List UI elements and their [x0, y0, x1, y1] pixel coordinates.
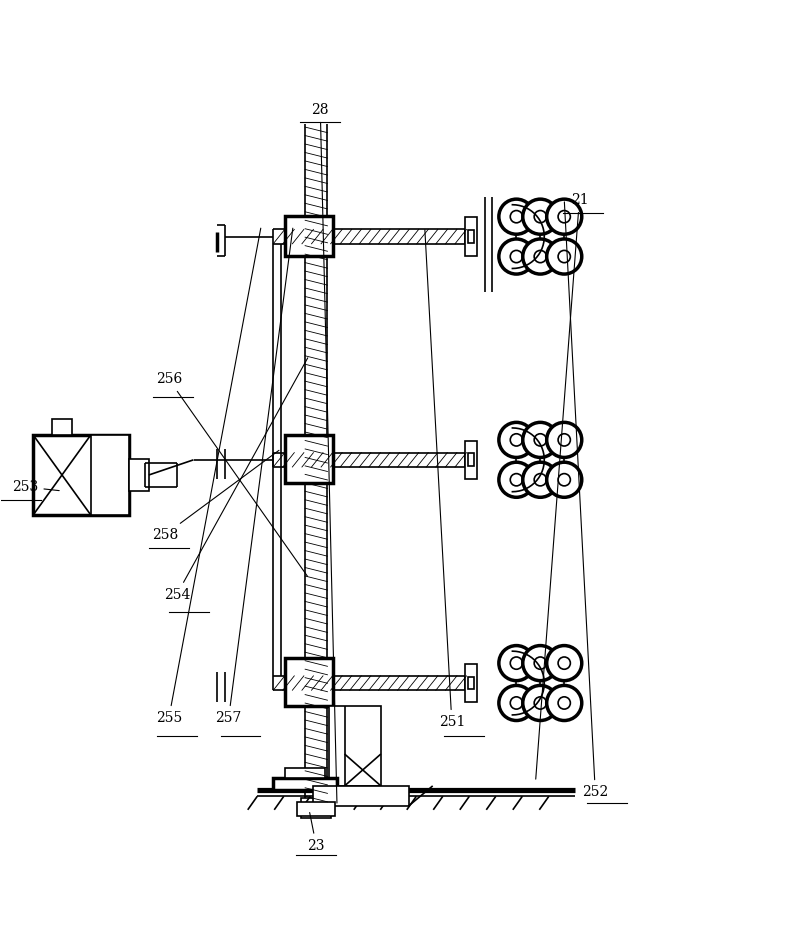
Circle shape: [510, 210, 522, 223]
Circle shape: [534, 697, 546, 709]
Bar: [90, 435, 129, 515]
Circle shape: [546, 686, 582, 720]
Bar: [313, 785, 409, 806]
Circle shape: [558, 433, 570, 446]
Bar: [53, 419, 72, 435]
Circle shape: [522, 199, 558, 234]
Bar: [297, 801, 335, 816]
Bar: [329, 706, 381, 785]
Circle shape: [558, 657, 570, 670]
Circle shape: [510, 433, 522, 446]
Circle shape: [534, 657, 546, 670]
Circle shape: [510, 697, 522, 709]
Text: 252: 252: [564, 202, 609, 800]
Bar: [274, 778, 337, 790]
Bar: [465, 218, 477, 256]
Text: 253: 253: [12, 480, 59, 494]
Bar: [468, 453, 474, 466]
Text: 21: 21: [536, 193, 588, 779]
Circle shape: [499, 686, 534, 720]
Circle shape: [546, 462, 582, 497]
Circle shape: [499, 462, 534, 497]
Text: 256: 256: [156, 373, 307, 576]
Bar: [285, 435, 333, 483]
Bar: [285, 216, 333, 256]
Circle shape: [522, 462, 558, 497]
Circle shape: [499, 422, 534, 458]
Circle shape: [546, 199, 582, 234]
Text: 254: 254: [163, 358, 308, 601]
Circle shape: [558, 250, 570, 262]
Circle shape: [558, 474, 570, 486]
Circle shape: [510, 250, 522, 262]
Bar: [468, 676, 474, 689]
Circle shape: [522, 686, 558, 720]
Circle shape: [534, 210, 546, 223]
Circle shape: [499, 199, 534, 234]
Bar: [301, 798, 331, 818]
Text: 258: 258: [152, 450, 279, 542]
Text: 257: 257: [215, 228, 293, 725]
Circle shape: [522, 239, 558, 274]
Circle shape: [546, 422, 582, 458]
Bar: [34, 435, 129, 515]
Circle shape: [522, 645, 558, 681]
Circle shape: [499, 645, 534, 681]
Text: 251: 251: [425, 230, 465, 729]
Bar: [468, 230, 474, 243]
Text: 28: 28: [311, 103, 337, 803]
Circle shape: [510, 474, 522, 486]
Circle shape: [534, 250, 546, 262]
Bar: [285, 658, 333, 706]
Circle shape: [522, 422, 558, 458]
Circle shape: [546, 645, 582, 681]
Bar: [465, 441, 477, 479]
Circle shape: [558, 697, 570, 709]
Circle shape: [546, 239, 582, 274]
Circle shape: [558, 210, 570, 223]
Text: 23: 23: [307, 813, 325, 853]
Circle shape: [499, 239, 534, 274]
Bar: [285, 769, 325, 778]
Circle shape: [534, 433, 546, 446]
Circle shape: [510, 657, 522, 670]
Circle shape: [534, 474, 546, 486]
Bar: [465, 664, 477, 702]
Text: 255: 255: [156, 228, 261, 725]
Bar: [129, 459, 149, 491]
